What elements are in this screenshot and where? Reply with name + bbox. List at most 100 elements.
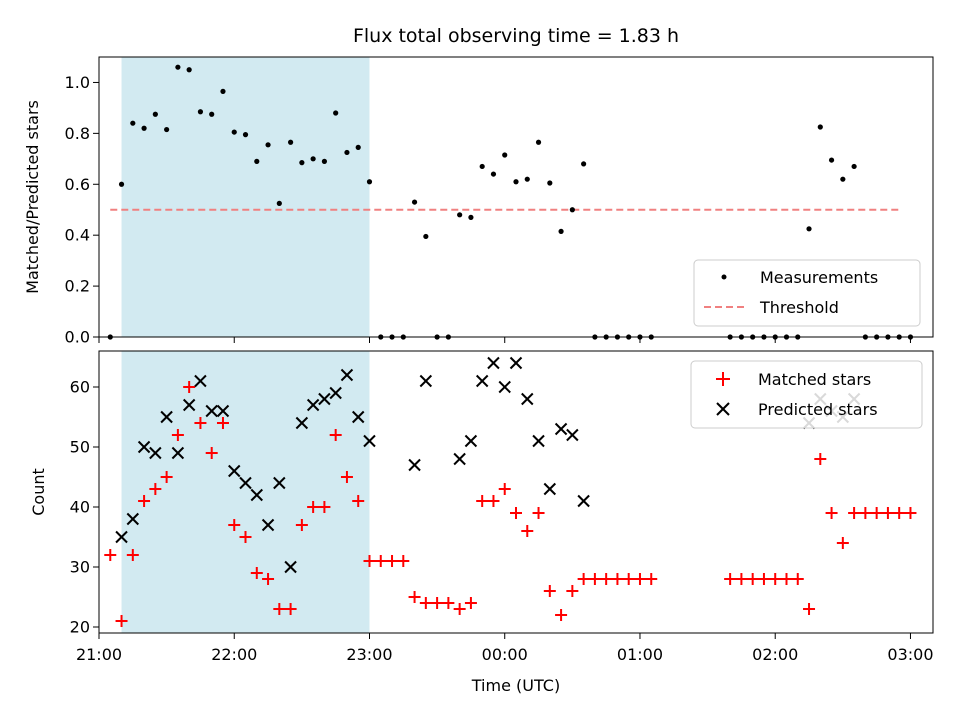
x-tick-label: 00:00	[482, 645, 528, 664]
x-tick-label: 21:00	[76, 645, 122, 664]
predicted-star-point	[284, 560, 297, 574]
top-y-tick-label: 0.0	[65, 328, 90, 347]
measurement-point	[569, 207, 575, 213]
predicted-star-point	[239, 476, 252, 490]
predicted-star-point	[205, 404, 218, 418]
measurement-point	[547, 180, 553, 186]
matched-star-point	[194, 417, 207, 429]
matched-star-point	[340, 471, 353, 483]
matched-star-point	[859, 507, 872, 519]
predicted-star-point	[363, 434, 376, 448]
top-legend-box	[693, 259, 921, 327]
predicted-star-point	[250, 488, 263, 502]
predicted-star-point	[352, 410, 365, 424]
measurement-point	[828, 157, 835, 163]
chart-title: Flux total observing time = 1.83 h	[353, 25, 679, 47]
highlight-span	[121, 57, 370, 337]
predicted-star-point	[273, 476, 286, 490]
matched-star-point	[216, 417, 229, 429]
matched-star-point	[543, 585, 556, 597]
predicted-star-point	[171, 446, 185, 460]
matched-star-point	[273, 603, 286, 615]
matched-star-point	[318, 501, 331, 513]
matched-star-point	[633, 573, 646, 585]
matched-star-point	[374, 555, 387, 567]
measurement-point	[197, 109, 204, 115]
measurement-point	[490, 171, 497, 177]
matched-star-point	[453, 603, 466, 615]
predicted-star-point	[295, 416, 309, 430]
predicted-star-point	[306, 398, 320, 412]
matched-star-point	[138, 495, 151, 507]
matched-star-point	[149, 483, 162, 495]
bottom-legend-box	[690, 360, 923, 429]
measurement-point	[817, 124, 823, 130]
matched-star-point	[171, 429, 184, 441]
measurement-point	[276, 200, 282, 206]
matched-star-point	[555, 609, 568, 621]
matched-star-point	[600, 573, 613, 585]
matched-star-point	[735, 573, 748, 585]
measurement-point	[535, 139, 542, 145]
predicted-star-point	[509, 356, 523, 370]
measurement-point	[581, 161, 587, 167]
matched-star-point	[577, 573, 590, 585]
measurement-point	[209, 111, 215, 117]
matched-star-point	[521, 525, 534, 537]
top-y-tick-label: 1.0	[65, 73, 90, 92]
predicted-star-point	[115, 530, 128, 544]
predicted-star-point	[566, 428, 579, 442]
bottom-panel-ticks: 20 30 40 50 60 21:00 22:00 23:00 00:00 01:00 02:00…	[70, 378, 934, 665]
predicted-star-point	[487, 356, 500, 370]
bottom-legend: Matched stars Predicted stars	[690, 360, 923, 429]
measurement-point	[411, 199, 418, 205]
measurement-point	[502, 152, 508, 158]
matched-star-point	[228, 519, 241, 531]
matched-star-point	[588, 573, 601, 585]
predicted-star-point	[329, 386, 342, 400]
measurement-point	[355, 144, 361, 150]
measurement-point	[141, 125, 147, 131]
measurement-point	[254, 158, 260, 164]
matched-star-point	[295, 519, 308, 531]
matched-star-point	[622, 573, 635, 585]
predicted-star-point	[126, 512, 140, 526]
legend-predicted-marker	[716, 402, 730, 416]
top-legend: Measurements Threshold	[693, 259, 921, 327]
predicted-star-point	[318, 392, 331, 406]
predicted-star-point	[543, 482, 557, 496]
measurement-point	[118, 181, 125, 187]
matched-star-point	[104, 549, 117, 561]
measurement-point	[220, 88, 226, 94]
matched-star-point	[904, 507, 917, 519]
matched-star-point	[419, 597, 432, 609]
matched-star-point	[870, 507, 883, 519]
top-y-tick-label: 0.6	[65, 175, 90, 194]
matched-star-point	[476, 495, 489, 507]
legend-matched-marker	[716, 372, 730, 386]
matched-star-point	[431, 597, 444, 609]
measurement-point	[513, 179, 519, 185]
matched-star-point	[498, 483, 511, 495]
matched-star-point	[397, 555, 410, 567]
matched-star-point	[205, 447, 218, 459]
matched-star-point	[881, 507, 894, 519]
matched-star-point	[329, 429, 342, 441]
matched-star-point	[363, 555, 376, 567]
matched-star-point	[115, 615, 128, 627]
predicted-star-point	[228, 464, 241, 478]
measurement-point	[806, 226, 812, 232]
predicted-star-point	[216, 404, 230, 418]
measurement-point	[479, 163, 485, 170]
matched-star-point	[408, 591, 421, 603]
measurement-point	[287, 139, 294, 145]
matched-star-point	[532, 507, 545, 519]
matched-star-point	[284, 603, 297, 615]
predicted-star-point	[261, 518, 275, 532]
matched-star-point	[611, 573, 624, 585]
bottom-y-tick-label: 20	[70, 618, 90, 637]
top-panel-ticks: 0.0 0.2 0.4 0.6 0.8 1.0	[65, 73, 911, 347]
measurement-point	[558, 228, 564, 234]
bottom-y-axis-label: Count	[29, 468, 48, 516]
